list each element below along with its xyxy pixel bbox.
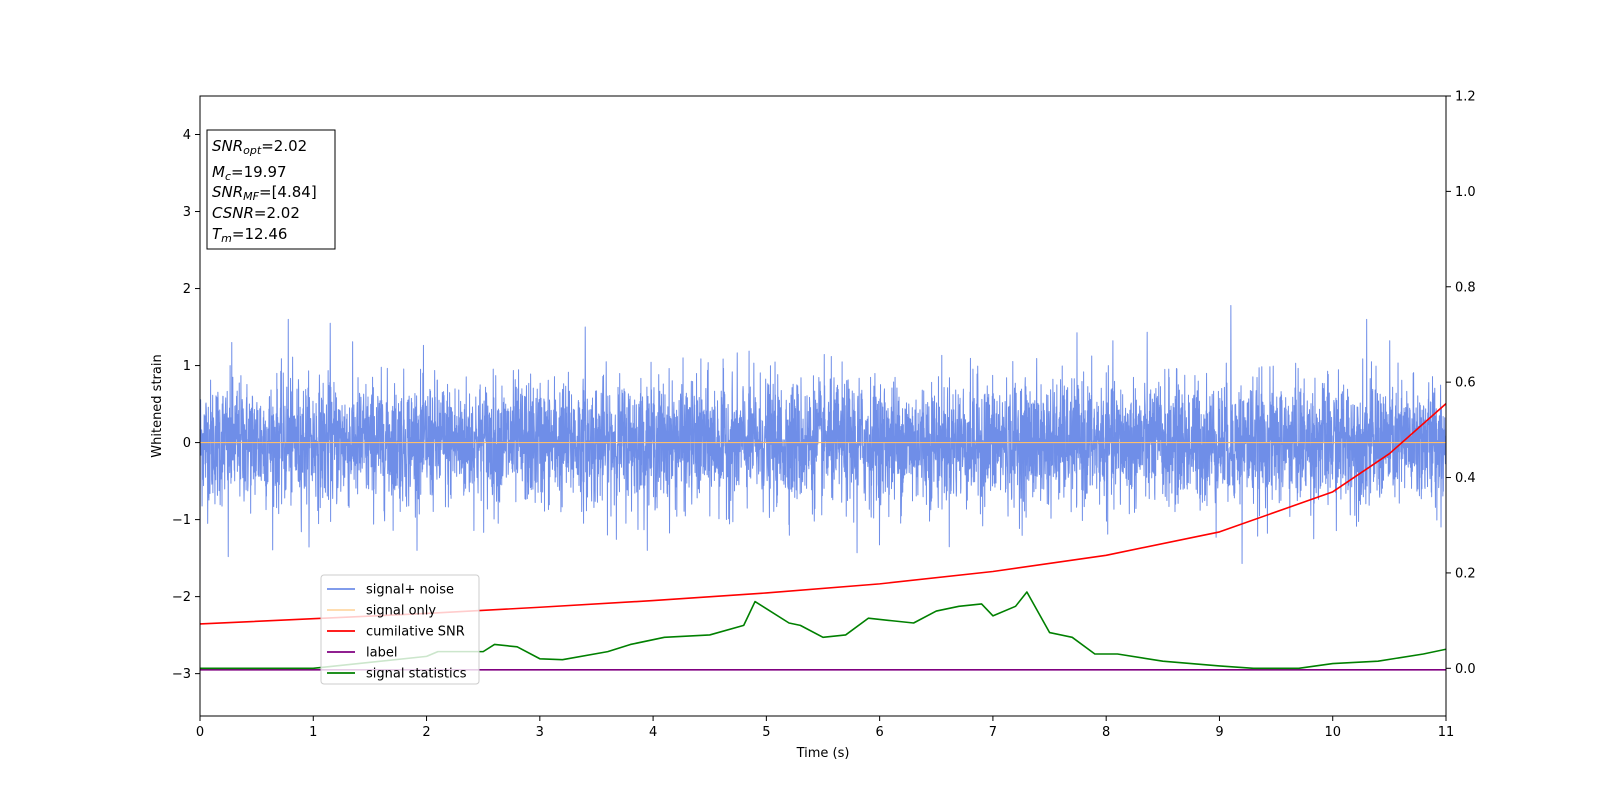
- x-tick-label: 10: [1324, 725, 1341, 740]
- y-tick-label: −3: [172, 667, 191, 682]
- legend-label: cumilative SNR: [366, 625, 465, 640]
- x-tick-label: 3: [536, 725, 544, 740]
- plot-frame: [199, 95, 1447, 717]
- y2-tick-label: 0.4: [1455, 471, 1476, 486]
- x-tick-label: 11: [1438, 725, 1455, 740]
- y-axis-right: 0.0 0.2 0.4 0.6 0.8 1.0 1.2: [1446, 90, 1476, 677]
- y2-tick-label: 0.8: [1455, 280, 1476, 295]
- y2-tick-label: 0.6: [1455, 376, 1476, 391]
- x-tick-label: 0: [196, 725, 204, 740]
- x-tick-label: 2: [422, 725, 430, 740]
- x-axis: 0 1 2 3 4 5 6 7 8 9 10 11: [196, 716, 1454, 740]
- x-axis-label: Time (s): [796, 746, 850, 761]
- y-tick-label: 2: [183, 282, 191, 297]
- legend-label: signal+ noise: [366, 583, 454, 598]
- y-tick-label: 4: [183, 128, 191, 143]
- annotation-line: SNRopt=2.02: [212, 137, 307, 157]
- x-tick-label: 1: [309, 725, 317, 740]
- y-tick-label: 1: [183, 359, 191, 374]
- x-tick-label: 5: [762, 725, 770, 740]
- x-tick-label: 4: [649, 725, 657, 740]
- y-axis-left: −3 −2 −1 0 1 2 3 4: [172, 128, 200, 682]
- legend-label: signal only: [366, 604, 436, 619]
- legend-label: label: [366, 646, 397, 661]
- y-tick-label: 3: [183, 205, 191, 220]
- x-tick-label: 8: [1102, 725, 1110, 740]
- annotation-line: Mc=19.97: [212, 163, 287, 183]
- legend-label: signal statistics: [366, 667, 467, 682]
- x-tick-label: 7: [989, 725, 997, 740]
- series-signal-noise: [200, 304, 1446, 586]
- y2-tick-label: 0.0: [1455, 662, 1476, 677]
- y-tick-label: 0: [183, 436, 191, 451]
- x-tick-label: 9: [1215, 725, 1223, 740]
- y2-tick-label: 1.0: [1455, 185, 1476, 200]
- annotation-line: Tm=12.46: [212, 225, 287, 245]
- annotation-line: CSNR=2.02: [212, 204, 300, 222]
- y-axis-label: Whitened strain: [150, 354, 165, 457]
- series-signal-statistics: [200, 591, 1446, 670]
- legend: signal+ noise signal only cumilative SNR la…: [320, 574, 480, 685]
- y2-tick-label: 1.2: [1455, 90, 1476, 105]
- y-tick-label: −1: [172, 513, 191, 528]
- y2-tick-label: 0.2: [1455, 566, 1476, 581]
- annotation-line: SNRMF=[4.84]: [212, 183, 317, 203]
- y-tick-label: −2: [172, 590, 191, 605]
- annotation-box: SNRopt=2.02 Mc=19.97SNRMF=[4.84]CSNR=2.02…: [206, 129, 336, 250]
- x-tick-label: 6: [875, 725, 883, 740]
